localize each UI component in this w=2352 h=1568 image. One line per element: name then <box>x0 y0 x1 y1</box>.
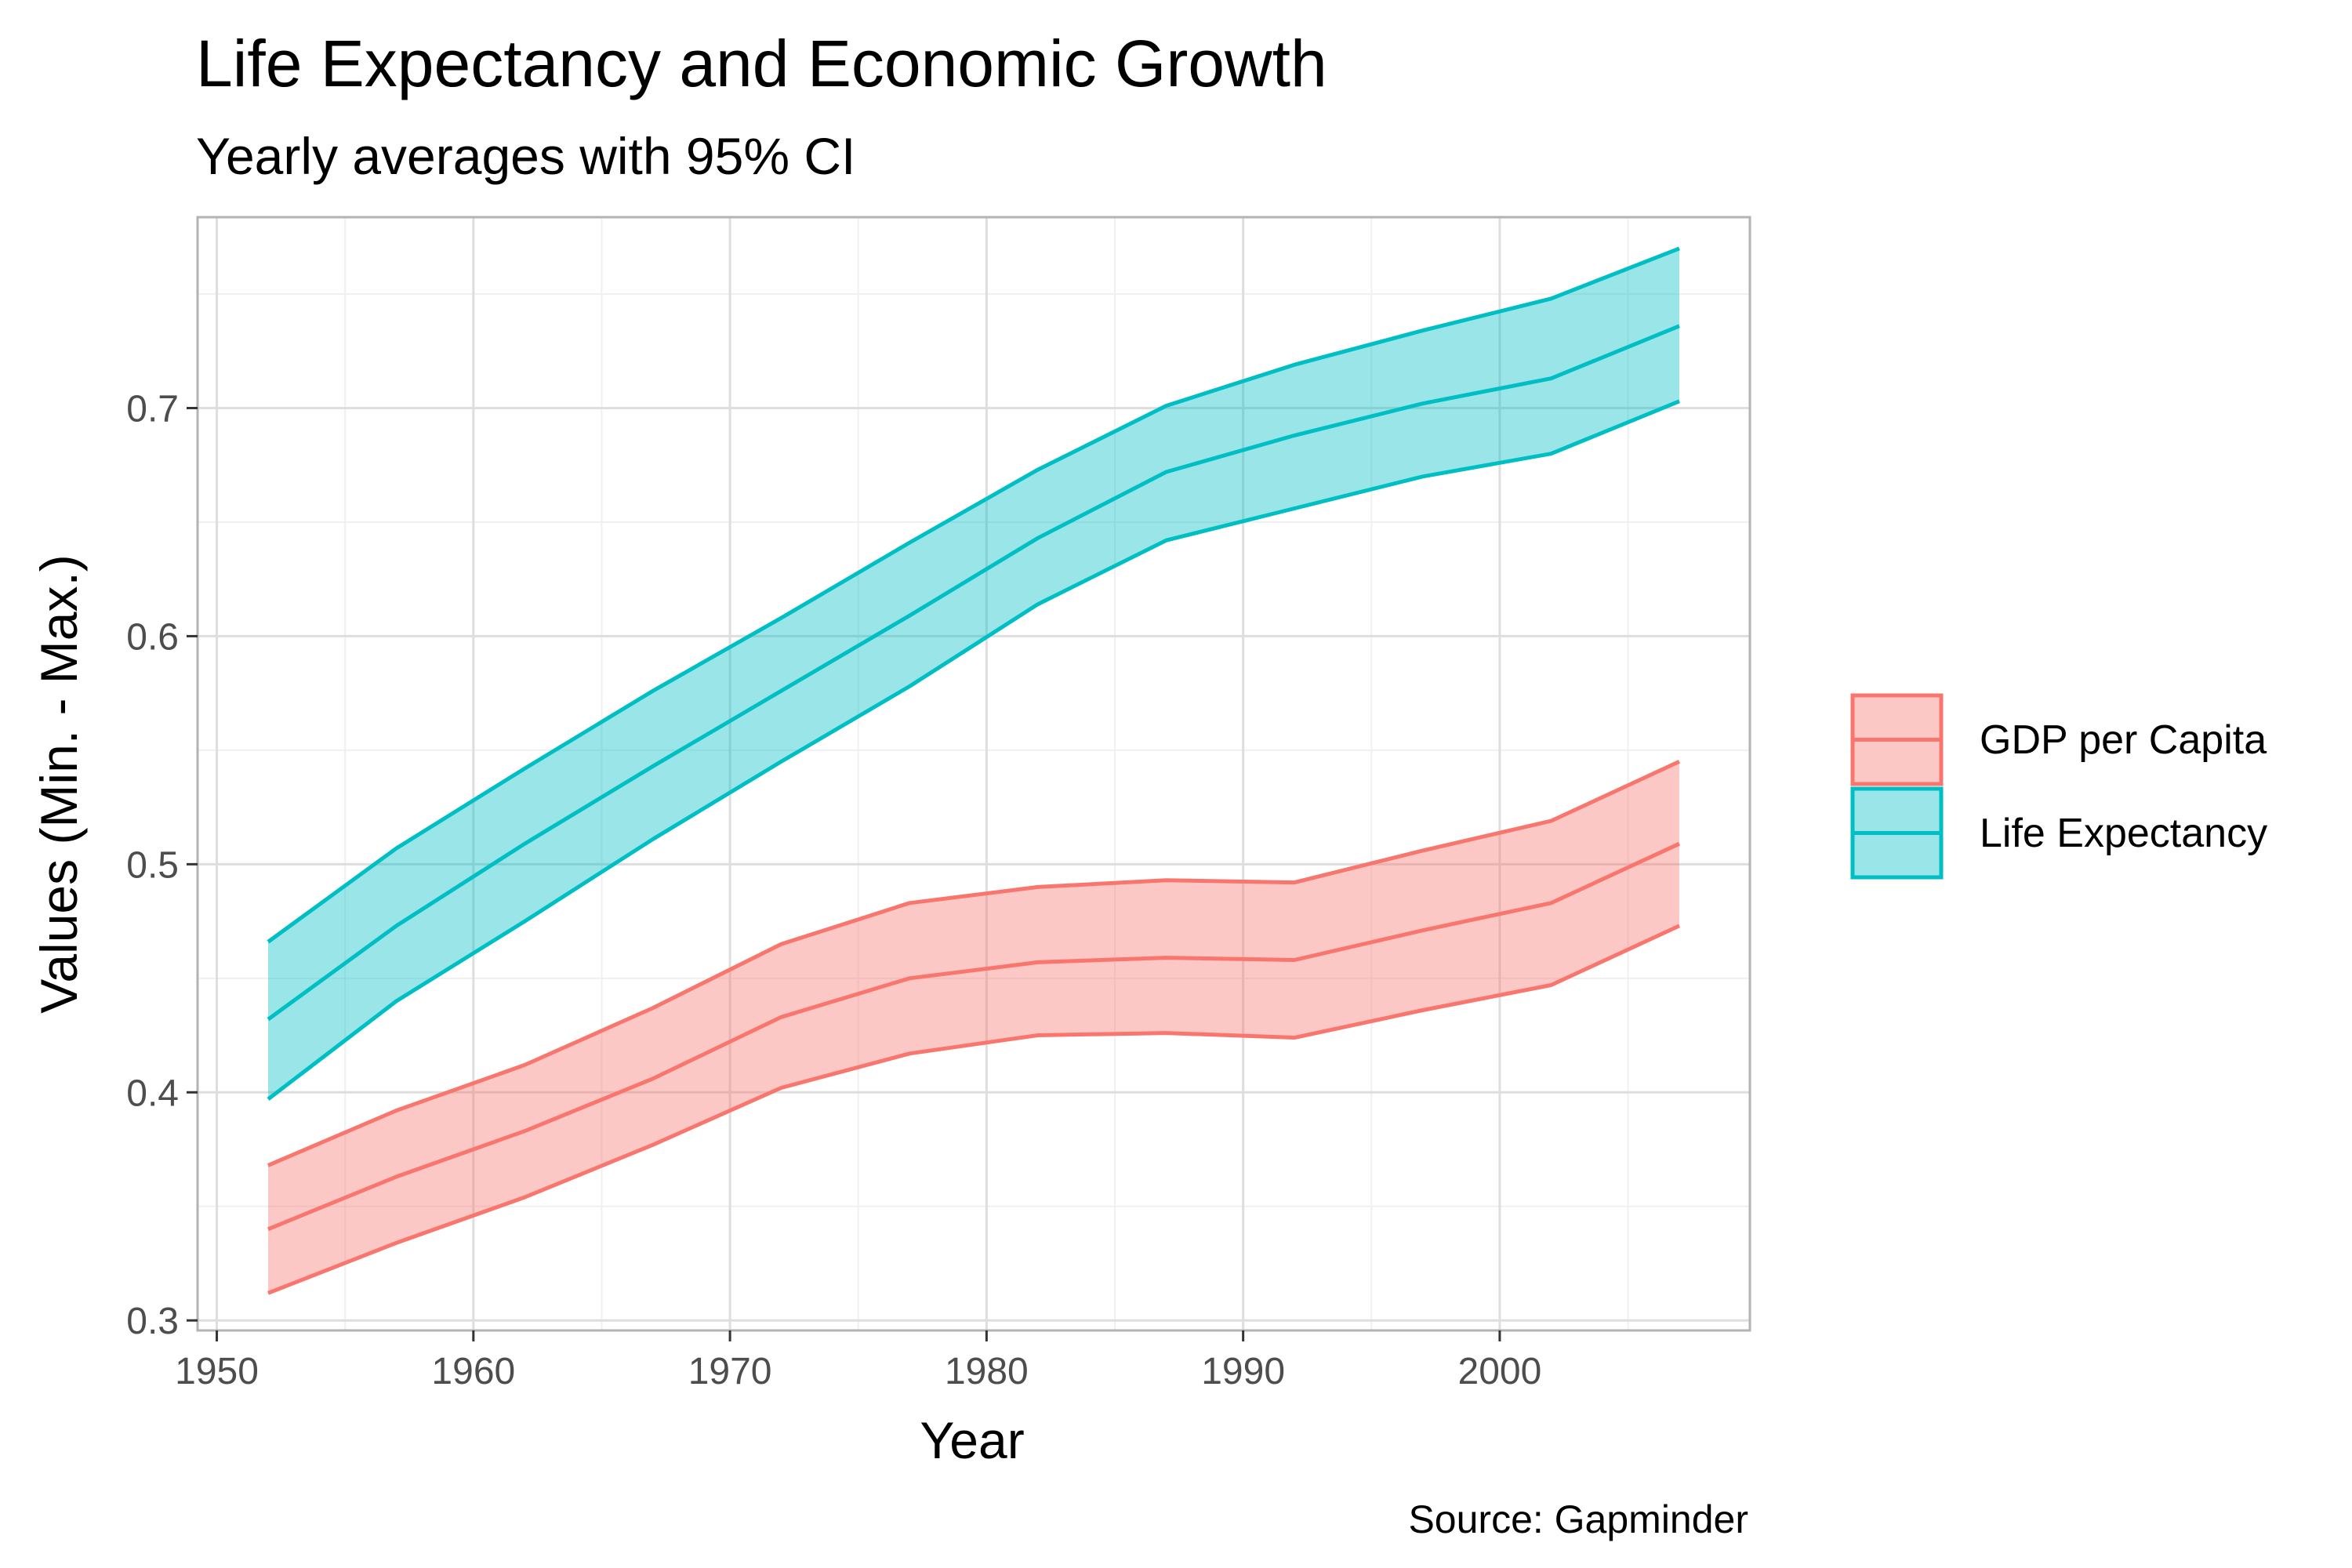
gdp-per-capita-ci-band <box>268 761 1679 1294</box>
legend-label-gdp-per-capita: GDP per Capita <box>1980 717 2267 763</box>
grid-major <box>198 217 1750 1330</box>
plot-panel <box>196 216 1751 1332</box>
x-tick-label: 1960 <box>431 1351 515 1392</box>
legend-item-gdp-per-capita: GDP per Capita <box>1850 693 2267 786</box>
y-axis-title: Values (Min. - Max.) <box>30 554 88 1014</box>
y-tick-label: 0.6 <box>126 616 179 658</box>
x-tick-label: 1970 <box>688 1351 772 1392</box>
y-tick-label: 0.4 <box>126 1073 179 1114</box>
x-tick-label: 1950 <box>175 1351 259 1392</box>
x-axis-title: Year <box>920 1411 1024 1469</box>
life-expectancy-lower-line <box>267 399 1680 1101</box>
chart-caption: Source: Gapminder <box>1408 1497 1748 1541</box>
legend-item-life-expectancy: Life Expectancy <box>1850 786 2267 880</box>
y-tick-label: 0.7 <box>126 389 179 430</box>
life-expectancy-upper-line <box>267 246 1680 944</box>
gdp-per-capita-lower-line <box>267 924 1681 1295</box>
x-tick-label: 1990 <box>1201 1351 1285 1392</box>
chart-subtitle: Yearly averages with 95% CI <box>196 127 855 185</box>
y-tick-label: 0.3 <box>126 1301 179 1342</box>
legend-label-life-expectancy: Life Expectancy <box>1980 811 2267 856</box>
plot-border <box>196 216 1751 1332</box>
life-expectancy-mean-line <box>267 324 1680 1022</box>
gdp-per-capita-upper-line <box>267 760 1681 1167</box>
x-tick-label: 1980 <box>945 1351 1029 1392</box>
plot-background <box>198 217 1750 1330</box>
life-expectancy-ci-band <box>268 248 1679 1099</box>
series-layer <box>267 246 1681 1295</box>
x-tick-label: 2000 <box>1458 1351 1542 1392</box>
grid-minor <box>198 217 1750 1330</box>
y-axis: 0.3 0.4 0.5 0.6 0.7 <box>126 389 198 1342</box>
gdp-per-capita-mean-line <box>267 841 1681 1232</box>
x-axis: 1950 1960 1970 1980 1990 2000 <box>175 1330 1541 1392</box>
legend: GDP per Capita Life Expectancy <box>1850 693 2267 880</box>
chart-title: Life Expectancy and Economic Growth <box>196 27 1327 100</box>
y-tick-label: 0.5 <box>126 844 179 886</box>
